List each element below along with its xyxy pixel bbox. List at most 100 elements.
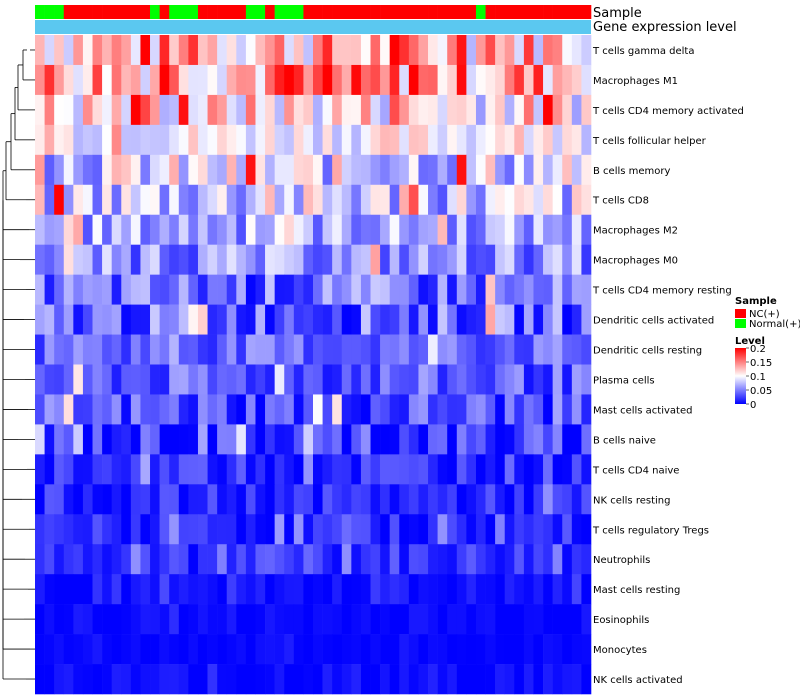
heatmap-cell [121, 184, 132, 216]
heatmap-cell [226, 244, 237, 275]
heatmap-cell [121, 664, 132, 695]
legend: Sample NC(+) Normal(+) Level 0.20.150.10… [735, 296, 800, 411]
heatmap-cell [226, 484, 237, 515]
heatmap-cell [44, 154, 55, 186]
heatmap-cell [380, 424, 390, 455]
heatmap-cell [274, 244, 285, 275]
heatmap-cell [226, 154, 237, 186]
heatmap-cell [418, 184, 429, 216]
heatmap-cell [408, 244, 419, 275]
heatmap-cell [207, 424, 218, 455]
heatmap-cell [543, 35, 553, 66]
heatmap-cell [495, 394, 506, 425]
heatmap-cell [150, 634, 160, 665]
heatmap-cell [169, 634, 180, 665]
heatmap-cell [380, 154, 390, 186]
heatmap-cell [485, 64, 496, 96]
heatmap-cell [150, 214, 160, 245]
heatmap-cell [543, 544, 553, 575]
heatmap-cell [111, 214, 122, 245]
row-label: NK cells resting [593, 495, 670, 506]
heatmap-cell [552, 634, 563, 665]
heatmap-cell [313, 634, 323, 665]
heatmap-cell [543, 274, 553, 305]
heatmap-cell [504, 514, 515, 545]
heatmap-cell [523, 484, 534, 515]
heatmap-cell [92, 574, 103, 605]
heatmap-cell [514, 574, 525, 605]
heatmap-cell [35, 664, 45, 695]
heatmap-cell [293, 214, 304, 245]
heatmap-cell [360, 634, 371, 665]
sample-track-cell [399, 5, 410, 19]
heatmap-cell [255, 544, 266, 575]
heatmap-cell [504, 604, 515, 635]
heatmap-cell [35, 124, 45, 156]
heatmap-cell [475, 394, 486, 425]
row-label: Dendritic cells resting [593, 346, 702, 357]
heatmap-cell [389, 394, 400, 425]
heatmap-cell [159, 35, 170, 66]
heatmap-cell [178, 484, 189, 515]
heatmap-cell [140, 154, 151, 186]
heatmap-cell [533, 544, 544, 575]
heatmap-cell [73, 244, 84, 275]
heatmap-cell [197, 184, 208, 216]
heatmap-cell [485, 154, 496, 186]
heatmap-cell [399, 214, 410, 245]
heatmap-cell [466, 214, 477, 245]
heatmap-cell [475, 484, 486, 515]
heatmap-cell [322, 64, 333, 96]
heatmap-cell [322, 604, 333, 635]
heatmap-cell [188, 664, 199, 695]
heatmap-cell [293, 35, 304, 66]
heatmap-cell [245, 634, 256, 665]
heatmap-cell [389, 604, 400, 635]
heatmap-cell [159, 454, 170, 485]
heatmap-cell [533, 244, 544, 275]
heatmap-cell [322, 454, 333, 485]
heatmap-cell [265, 124, 275, 156]
heatmap-cell [447, 274, 458, 305]
heatmap-cell [418, 514, 429, 545]
heatmap-cell [121, 304, 132, 335]
heatmap-cell [475, 424, 486, 455]
heatmap-cell [475, 574, 486, 605]
heatmap-cell [562, 154, 573, 186]
heatmap-cell [159, 484, 170, 515]
sample-track-cell [236, 5, 247, 19]
heatmap-cell [236, 574, 247, 605]
heatmap-cell [197, 334, 208, 365]
heatmap-cell [360, 124, 371, 156]
heatmap-cell [217, 514, 228, 545]
heatmap-cell [360, 544, 371, 575]
heatmap-cell [370, 64, 381, 96]
heatmap-cell [495, 35, 506, 66]
heatmap-cell [44, 64, 55, 96]
heatmap-cell [332, 124, 343, 156]
heatmap-cell [418, 274, 429, 305]
heatmap-cell [226, 35, 237, 66]
heatmap-cell [408, 364, 419, 395]
heatmap-cell [102, 394, 112, 425]
heatmap-cell [341, 154, 352, 186]
sample-track-cell [514, 5, 525, 19]
heatmap-cell [293, 544, 304, 575]
heatmap-cell [236, 154, 247, 186]
heatmap-cell [178, 124, 189, 156]
heatmap-cell [197, 244, 208, 275]
heatmap-cell [418, 394, 429, 425]
heatmap-cell [543, 124, 553, 156]
heatmap-cell [284, 574, 295, 605]
heatmap-cell [322, 574, 333, 605]
heatmap-cell [380, 574, 390, 605]
sample-track-cell [447, 5, 458, 19]
heatmap-cell [485, 394, 496, 425]
sample-track-cell [197, 5, 208, 19]
heatmap-cell [217, 364, 228, 395]
heatmap-cell [255, 424, 266, 455]
heatmap-cell [159, 184, 170, 216]
heatmap-cell [303, 124, 314, 156]
heatmap-cell [284, 604, 295, 635]
heatmap-cell [399, 424, 410, 455]
